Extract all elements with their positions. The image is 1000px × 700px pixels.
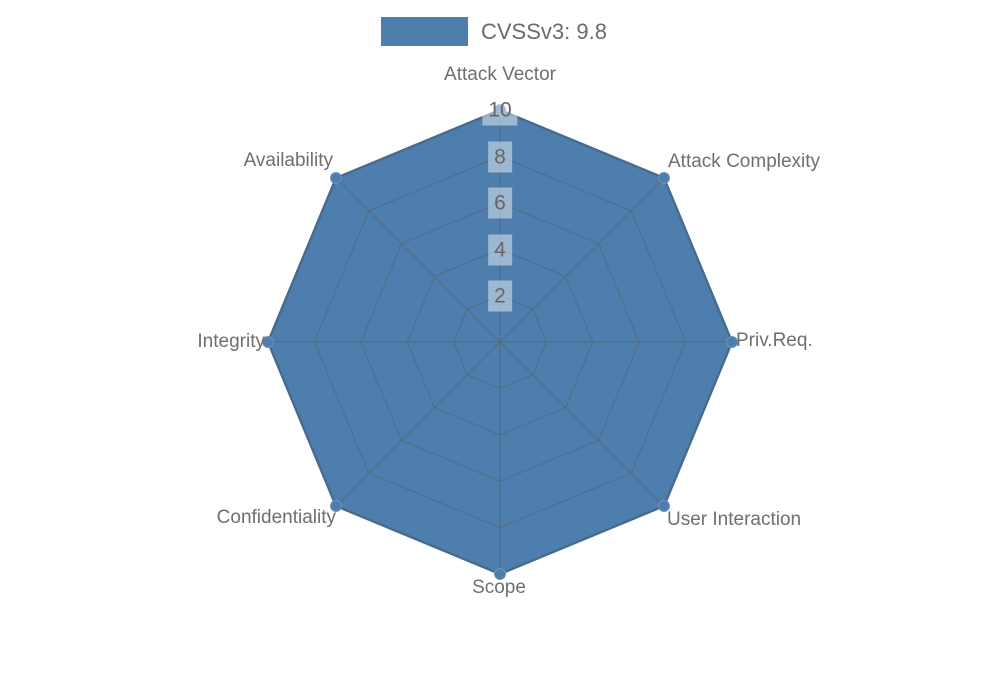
radial-tick-4: 4 xyxy=(488,234,512,266)
axis-label-scope: Scope xyxy=(472,577,526,598)
legend[interactable]: CVSSv3: 9.8 xyxy=(381,17,607,46)
grid-ring-8 xyxy=(313,155,687,529)
radial-tick-2: 2 xyxy=(488,280,512,312)
axis-label-attack-complexity: Attack Complexity xyxy=(668,151,821,172)
data-point-marker-2 xyxy=(726,336,738,348)
axis-label-attack-vector: Attack Vector xyxy=(444,64,556,85)
radial-tick-8: 8 xyxy=(488,141,512,173)
axis-spoke-1 xyxy=(499,177,665,343)
legend-swatch xyxy=(381,17,468,46)
data-point-marker-6 xyxy=(262,336,274,348)
axis-label-availability: Availability xyxy=(243,150,333,171)
radial-tick-10: 10 xyxy=(482,94,518,126)
data-point-marker-4 xyxy=(494,568,506,580)
axis-label-integrity: Integrity xyxy=(197,331,265,352)
axis-spoke-7 xyxy=(335,177,501,343)
axis-label-priv-req: Priv.Req. xyxy=(736,330,813,351)
data-point-marker-1 xyxy=(658,172,670,184)
axis-label-confidentiality: Confidentiality xyxy=(216,507,336,528)
axis-label-user-interaction: User Interaction xyxy=(667,509,802,530)
data-point-marker-5 xyxy=(330,500,342,512)
axis-spoke-5 xyxy=(335,341,501,507)
grid-ring-6 xyxy=(360,202,640,482)
grid-ring-2 xyxy=(452,294,548,390)
data-point-marker-0 xyxy=(494,104,506,116)
radial-tick-6: 6 xyxy=(488,187,512,219)
legend-label: CVSSv3: 9.8 xyxy=(481,18,607,44)
axis-spoke-3 xyxy=(499,341,665,507)
data-point-marker-3 xyxy=(658,500,670,512)
grid-ring-4 xyxy=(406,248,594,436)
data-point-marker-7 xyxy=(330,172,342,184)
